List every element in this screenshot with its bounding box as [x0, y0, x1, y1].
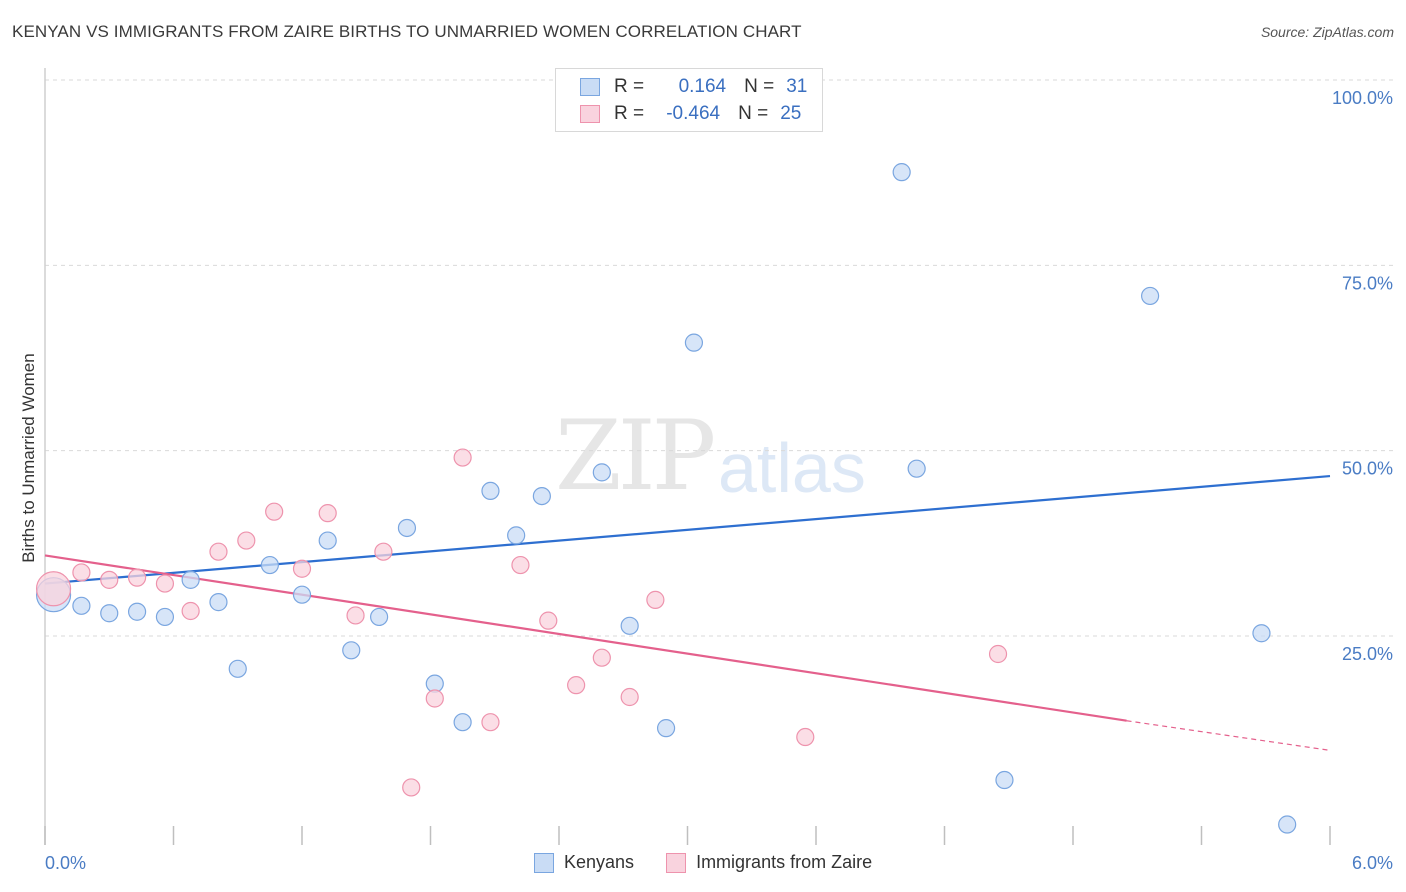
zaire-point — [318, 504, 337, 523]
legend-r-value: -0.464 — [666, 103, 721, 124]
x-tick-label: 6.0% — [1352, 853, 1393, 873]
legend-swatch-zaire — [580, 105, 600, 123]
zaire-point — [988, 644, 1008, 664]
legend-label-kenyans: Kenyans — [564, 852, 635, 872]
legend-swatch-kenyans — [580, 78, 600, 96]
legend-row-kenyans: R = 0.164 N = 31 — [580, 74, 807, 100]
stats-legend: R = 0.164 N = 31 R = -0.464 N = 25 — [555, 68, 823, 132]
kenyans-point — [481, 481, 500, 501]
kenyans-point — [127, 602, 147, 621]
zaire-point — [620, 687, 639, 707]
zaire-point — [35, 571, 72, 607]
data-points — [35, 75, 1297, 834]
zaire-point — [796, 727, 815, 747]
y-tick-label: 100.0% — [1332, 88, 1393, 108]
watermark-atlas: atlas — [718, 429, 866, 507]
kenyans-point — [1278, 815, 1297, 834]
kenyans-point — [209, 593, 228, 612]
zaire-point — [402, 778, 421, 797]
zaire-point — [453, 448, 472, 467]
legend-swatch-zaire — [666, 852, 687, 873]
kenyans-point — [1252, 624, 1271, 643]
kenyans-point — [620, 616, 639, 635]
zaire-point — [567, 676, 586, 695]
chart-title: KENYAN VS IMMIGRANTS FROM ZAIRE BIRTHS T… — [12, 22, 802, 41]
grid-lines — [45, 79, 1395, 637]
legend-n-value: 31 — [786, 76, 808, 97]
y-tick-label: 25.0% — [1342, 644, 1393, 664]
zaire-point — [646, 590, 665, 609]
zaire-point — [539, 611, 558, 630]
legend-swatch-kenyans — [534, 852, 554, 873]
kenyans-point — [100, 604, 119, 623]
zaire-point — [346, 606, 365, 625]
kenyans-point — [507, 526, 526, 545]
kenyans-point — [532, 486, 551, 506]
kenyans-point — [656, 719, 676, 738]
zaire-point — [72, 563, 91, 582]
legend-n-value: 25 — [780, 103, 802, 124]
kenyans-point — [370, 607, 389, 627]
kenyans-point — [292, 585, 312, 604]
zaire-point — [292, 559, 312, 578]
kenyans-point — [995, 770, 1014, 790]
x-tick-label: 0.0% — [45, 853, 86, 873]
y-tick-label: 50.0% — [1342, 459, 1393, 479]
zaire-point — [425, 689, 444, 708]
zaire-point — [155, 574, 175, 593]
legend-r-value: 0.164 — [678, 76, 727, 97]
y-tick-label: 75.0% — [1342, 273, 1393, 293]
kenyans-point — [318, 531, 337, 550]
axis-labels: 100.0% 75.0% 50.0% 25.0% 0.0% 6.0% Births to U… — [19, 88, 1393, 873]
legend-row-zaire: R = -0.464 N = 25 — [580, 101, 801, 127]
kenyans-point — [892, 163, 911, 182]
kenyans-point — [342, 641, 361, 660]
kenyans-point — [228, 659, 247, 678]
zaire-point — [100, 570, 119, 589]
legend-n-label: N = — [744, 76, 775, 97]
kenyans-point — [260, 555, 279, 575]
kenyans-point — [592, 463, 611, 482]
zaire-point — [237, 531, 256, 550]
kenyans-point — [181, 570, 200, 589]
zaire-point — [181, 601, 200, 621]
kenyans-point — [453, 713, 472, 732]
series-legend: Kenyans Immigrants from Zaire — [534, 852, 872, 873]
legend-label-zaire: Immigrants from Zaire — [696, 852, 873, 872]
kenyans-point — [907, 459, 926, 478]
zaire-point — [265, 502, 284, 521]
axes — [44, 68, 1331, 845]
y-axis-title: Births to Unmarried Women — [19, 353, 38, 562]
kenyans-point — [397, 518, 417, 538]
kenyans-point — [72, 596, 91, 615]
watermark-zip: ZIP — [555, 400, 716, 512]
legend-n-label: N = — [738, 103, 769, 124]
zaire-point — [209, 542, 228, 561]
zaire-point — [511, 555, 530, 575]
trend-lines — [44, 474, 1331, 751]
zaire-point — [127, 568, 147, 587]
zaire-point — [592, 648, 611, 667]
zaire-point — [481, 713, 500, 732]
kenyans-point — [684, 333, 704, 352]
legend-r-label: R = — [614, 76, 645, 97]
source-label: Source: ZipAtlas.com — [1260, 24, 1394, 40]
zaire-point — [374, 542, 393, 561]
legend-r-label: R = — [614, 103, 645, 124]
zaire-trend-line — [44, 554, 1127, 722]
zaire-trend-extension — [1126, 720, 1331, 751]
kenyans-point — [1140, 286, 1160, 306]
kenyans-trend-line — [44, 474, 1331, 585]
kenyans-point — [155, 607, 175, 627]
